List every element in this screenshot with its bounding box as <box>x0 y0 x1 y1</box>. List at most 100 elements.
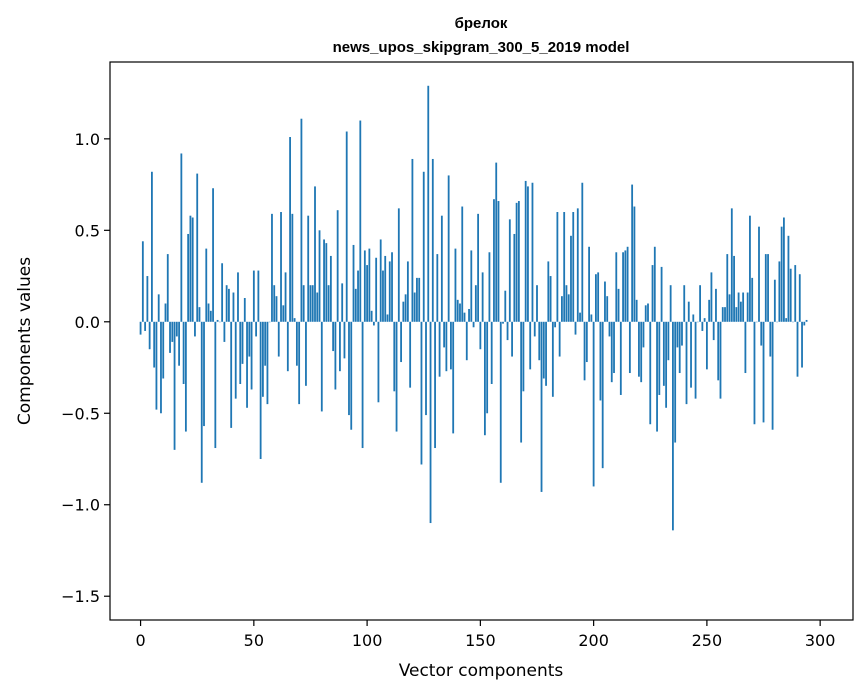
bar-component-208 <box>610 321 613 383</box>
bar-component-229 <box>658 321 661 395</box>
chart-title: брелок <box>455 15 508 32</box>
bar-component-93 <box>350 321 353 430</box>
bar-component-61 <box>277 321 280 357</box>
bar-component-58 <box>271 213 273 322</box>
bar-component-82 <box>325 243 328 322</box>
bar-component-264 <box>737 292 740 322</box>
bar-component-97 <box>359 120 362 322</box>
bar-component-130 <box>434 321 436 449</box>
bar-component-268 <box>746 292 749 322</box>
bar-component-90 <box>343 321 346 359</box>
bar-component-203 <box>599 321 602 401</box>
y-tick-label: 0.5 <box>75 221 100 240</box>
bar-component-250 <box>705 321 708 370</box>
bar-component-29 <box>205 248 208 322</box>
bar-component-291 <box>798 274 801 322</box>
bar-component-253 <box>712 321 715 341</box>
bar-component-213 <box>622 252 624 322</box>
bar-component-26 <box>198 307 201 322</box>
bar-component-212 <box>619 321 622 395</box>
bar-component-99 <box>363 250 366 322</box>
bar-component-96 <box>357 270 359 322</box>
bar-component-192 <box>574 321 577 335</box>
bar-component-209 <box>613 321 615 374</box>
bar-component-64 <box>284 272 287 322</box>
bar-component-75 <box>309 285 312 322</box>
bar-component-19 <box>182 321 185 384</box>
y-tick-label: −1.5 <box>61 587 100 606</box>
bar-component-160 <box>502 321 504 324</box>
bar-component-129 <box>431 158 434 322</box>
bar-component-62 <box>280 212 282 322</box>
bar-component-105 <box>377 321 380 403</box>
bar-component-126 <box>425 321 427 416</box>
bar-component-116 <box>402 301 405 322</box>
bar-component-140 <box>456 299 459 322</box>
bar-component-189 <box>567 294 570 322</box>
bar-component-276 <box>764 254 767 322</box>
x-tick-label: 300 <box>805 631 836 650</box>
bar-component-52 <box>257 270 260 322</box>
bar-component-123 <box>418 277 421 322</box>
bar-component-9 <box>160 321 162 414</box>
x-tick-label: 150 <box>465 631 496 650</box>
bar-component-2 <box>144 321 147 331</box>
bar-component-249 <box>703 318 706 322</box>
bar-component-258 <box>724 307 726 322</box>
bar-component-202 <box>597 272 600 322</box>
bar-component-25 <box>196 173 199 322</box>
bar-component-72 <box>302 285 305 322</box>
bar-component-261 <box>730 208 733 322</box>
bar-component-88 <box>339 321 341 372</box>
y-tick-label: −1.0 <box>61 496 100 515</box>
x-axis-ticks: 0 50 100 150 200 250 300 <box>135 620 835 650</box>
bar-component-282 <box>778 261 781 322</box>
bar-component-44 <box>239 321 242 384</box>
bar-component-67 <box>291 213 294 322</box>
bar-component-221 <box>640 321 643 383</box>
bar-component-107 <box>382 270 384 322</box>
bar-component-0 <box>139 321 142 335</box>
bar-component-77 <box>314 186 316 322</box>
bar-component-143 <box>463 312 466 322</box>
bar-component-227 <box>653 246 656 322</box>
bar-component-241 <box>685 321 688 405</box>
bar-component-32 <box>212 188 214 322</box>
bar-component-80 <box>320 321 323 412</box>
bar-component-46 <box>243 298 246 322</box>
bar-component-190 <box>570 235 572 322</box>
bar-component-145 <box>468 308 470 322</box>
bar-component-56 <box>266 321 269 405</box>
bar-component-173 <box>531 182 534 322</box>
bar-component-60 <box>275 296 278 322</box>
bar-component-165 <box>513 233 516 322</box>
bar-component-271 <box>753 321 756 425</box>
bar-component-14 <box>171 321 174 342</box>
bar-component-7 <box>155 321 158 410</box>
bar-component-110 <box>388 261 391 322</box>
bar-component-3 <box>146 276 149 322</box>
bar-component-101 <box>368 248 371 322</box>
bar-component-142 <box>461 206 464 322</box>
bar-component-68 <box>293 318 296 322</box>
bar-component-150 <box>479 321 482 350</box>
bar-component-177 <box>540 321 543 492</box>
bar-component-31 <box>209 310 212 322</box>
bar-component-158 <box>497 201 500 322</box>
bar-component-81 <box>323 239 325 322</box>
bar-component-33 <box>214 321 217 449</box>
bar-component-262 <box>733 255 735 322</box>
bar-component-274 <box>760 321 763 346</box>
bar-component-290 <box>796 321 799 377</box>
bar-component-115 <box>400 321 402 363</box>
bar-component-236 <box>674 321 677 443</box>
bar-component-245 <box>694 321 697 399</box>
bar-component-273 <box>758 226 760 322</box>
bar-component-239 <box>681 321 683 346</box>
bar-component-199 <box>590 314 593 322</box>
bar-component-139 <box>454 248 457 322</box>
bar-component-279 <box>771 321 774 430</box>
bar-component-267 <box>744 321 747 374</box>
bar-component-286 <box>787 235 790 322</box>
bar-component-133 <box>440 215 443 322</box>
